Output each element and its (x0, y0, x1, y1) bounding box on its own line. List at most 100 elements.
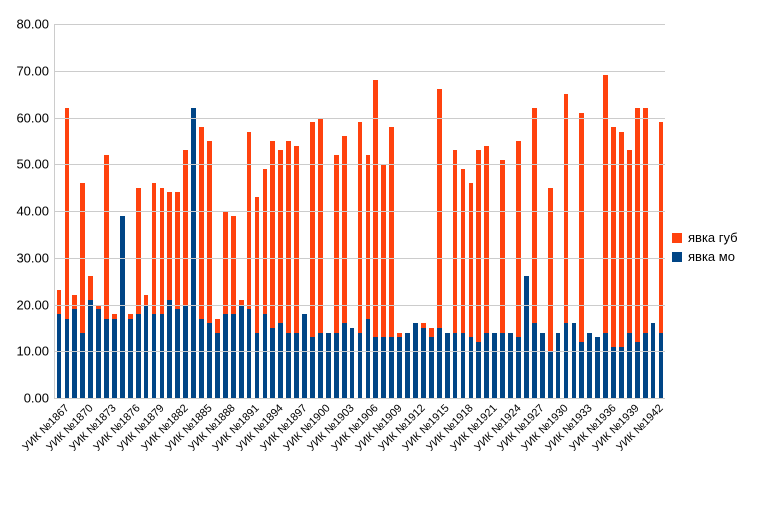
bar-mo (366, 319, 371, 398)
bar-gub (548, 188, 553, 352)
gridline (55, 118, 665, 119)
bar-gub (564, 94, 569, 323)
bar-mo (469, 337, 474, 398)
bar-gub (643, 108, 648, 332)
bar-mo (572, 323, 577, 398)
y-tick-label: 0.00 (24, 391, 55, 406)
bar-mo (389, 337, 394, 398)
bar-mo (175, 309, 180, 398)
bar-mo (358, 333, 363, 398)
bar-gub (461, 169, 466, 333)
bar-mo (294, 333, 299, 398)
bar-mo (88, 300, 93, 398)
y-tick-label: 80.00 (16, 17, 55, 32)
gridline (55, 351, 665, 352)
bar-gub (183, 150, 188, 304)
bar-mo (342, 323, 347, 398)
legend-swatch (672, 233, 682, 243)
bar-gub (476, 150, 481, 342)
bar-gub (199, 127, 204, 319)
y-tick-label: 30.00 (16, 250, 55, 265)
bar-gub (659, 122, 664, 332)
bar-mo (532, 323, 537, 398)
gridline (55, 164, 665, 165)
bar-mo (587, 333, 592, 398)
bar-gub (500, 160, 505, 333)
bar-mo (445, 333, 450, 398)
bar-mo (255, 333, 260, 398)
bar-mo (231, 314, 236, 398)
bar-mo (72, 309, 77, 398)
bar-mo (603, 333, 608, 398)
bar-gub (611, 127, 616, 347)
bar-mo (128, 319, 133, 398)
bar-mo (326, 333, 331, 398)
bar-mo (270, 328, 275, 398)
bar-gub (223, 211, 228, 314)
bar-mo (611, 347, 616, 398)
bar-gub (366, 155, 371, 319)
bar-mo (223, 314, 228, 398)
bar-mo (524, 276, 529, 398)
bar-gub (136, 188, 141, 314)
bar-mo (318, 333, 323, 398)
bar-gub (469, 183, 474, 337)
bar-gub (603, 75, 608, 332)
bar-mo (286, 333, 291, 398)
bar-gub (215, 319, 220, 333)
bar-mo (350, 328, 355, 398)
bar-gub (318, 118, 323, 333)
bar-mo (516, 337, 521, 398)
bar-gub (65, 108, 70, 318)
bar-gub (160, 188, 165, 314)
bar-mo (421, 328, 426, 398)
bar-gub (270, 141, 275, 328)
bar-gub (104, 155, 109, 319)
bar-mo (461, 333, 466, 398)
gridline (55, 24, 665, 25)
bar-mo (453, 333, 458, 398)
bar-gub (175, 192, 180, 309)
bar-gub (635, 108, 640, 342)
bar-mo (413, 323, 418, 398)
y-tick-label: 20.00 (16, 297, 55, 312)
bar-mo (381, 337, 386, 398)
bar-mo (57, 314, 62, 398)
legend-label: явка мо (688, 249, 735, 264)
gridline (55, 71, 665, 72)
gridline (55, 258, 665, 259)
bar-gub (381, 164, 386, 337)
bar-gub (88, 276, 93, 299)
bar-mo (373, 337, 378, 398)
bar-mo (548, 351, 553, 398)
bar-mo (112, 319, 117, 398)
bar-mo (437, 328, 442, 398)
bar-gub (579, 113, 584, 342)
bar-mo (310, 337, 315, 398)
bar-mo (302, 314, 307, 398)
bar-mo (619, 347, 624, 398)
bar-mo (104, 319, 109, 398)
gridline (55, 398, 665, 399)
bar-mo (120, 216, 125, 398)
bar-mo (508, 333, 513, 398)
bar-mo (167, 300, 172, 398)
bar-mo (278, 323, 283, 398)
bar-mo (191, 108, 196, 398)
bar-mo (484, 333, 489, 398)
bar-gub (334, 155, 339, 333)
bar-mo (659, 333, 664, 398)
bar-mo (429, 337, 434, 398)
bar-gub (263, 169, 268, 314)
bar-mo (651, 323, 656, 398)
bar-gub (358, 122, 363, 332)
bar-mo (540, 333, 545, 398)
legend-label: явка губ (688, 230, 738, 245)
bar-gub (532, 108, 537, 323)
bar-gub (207, 141, 212, 323)
bar-mo (199, 319, 204, 398)
bar-mo (65, 319, 70, 398)
bar-mo (595, 337, 600, 398)
bar-mo (80, 333, 85, 398)
bar-mo (556, 333, 561, 398)
